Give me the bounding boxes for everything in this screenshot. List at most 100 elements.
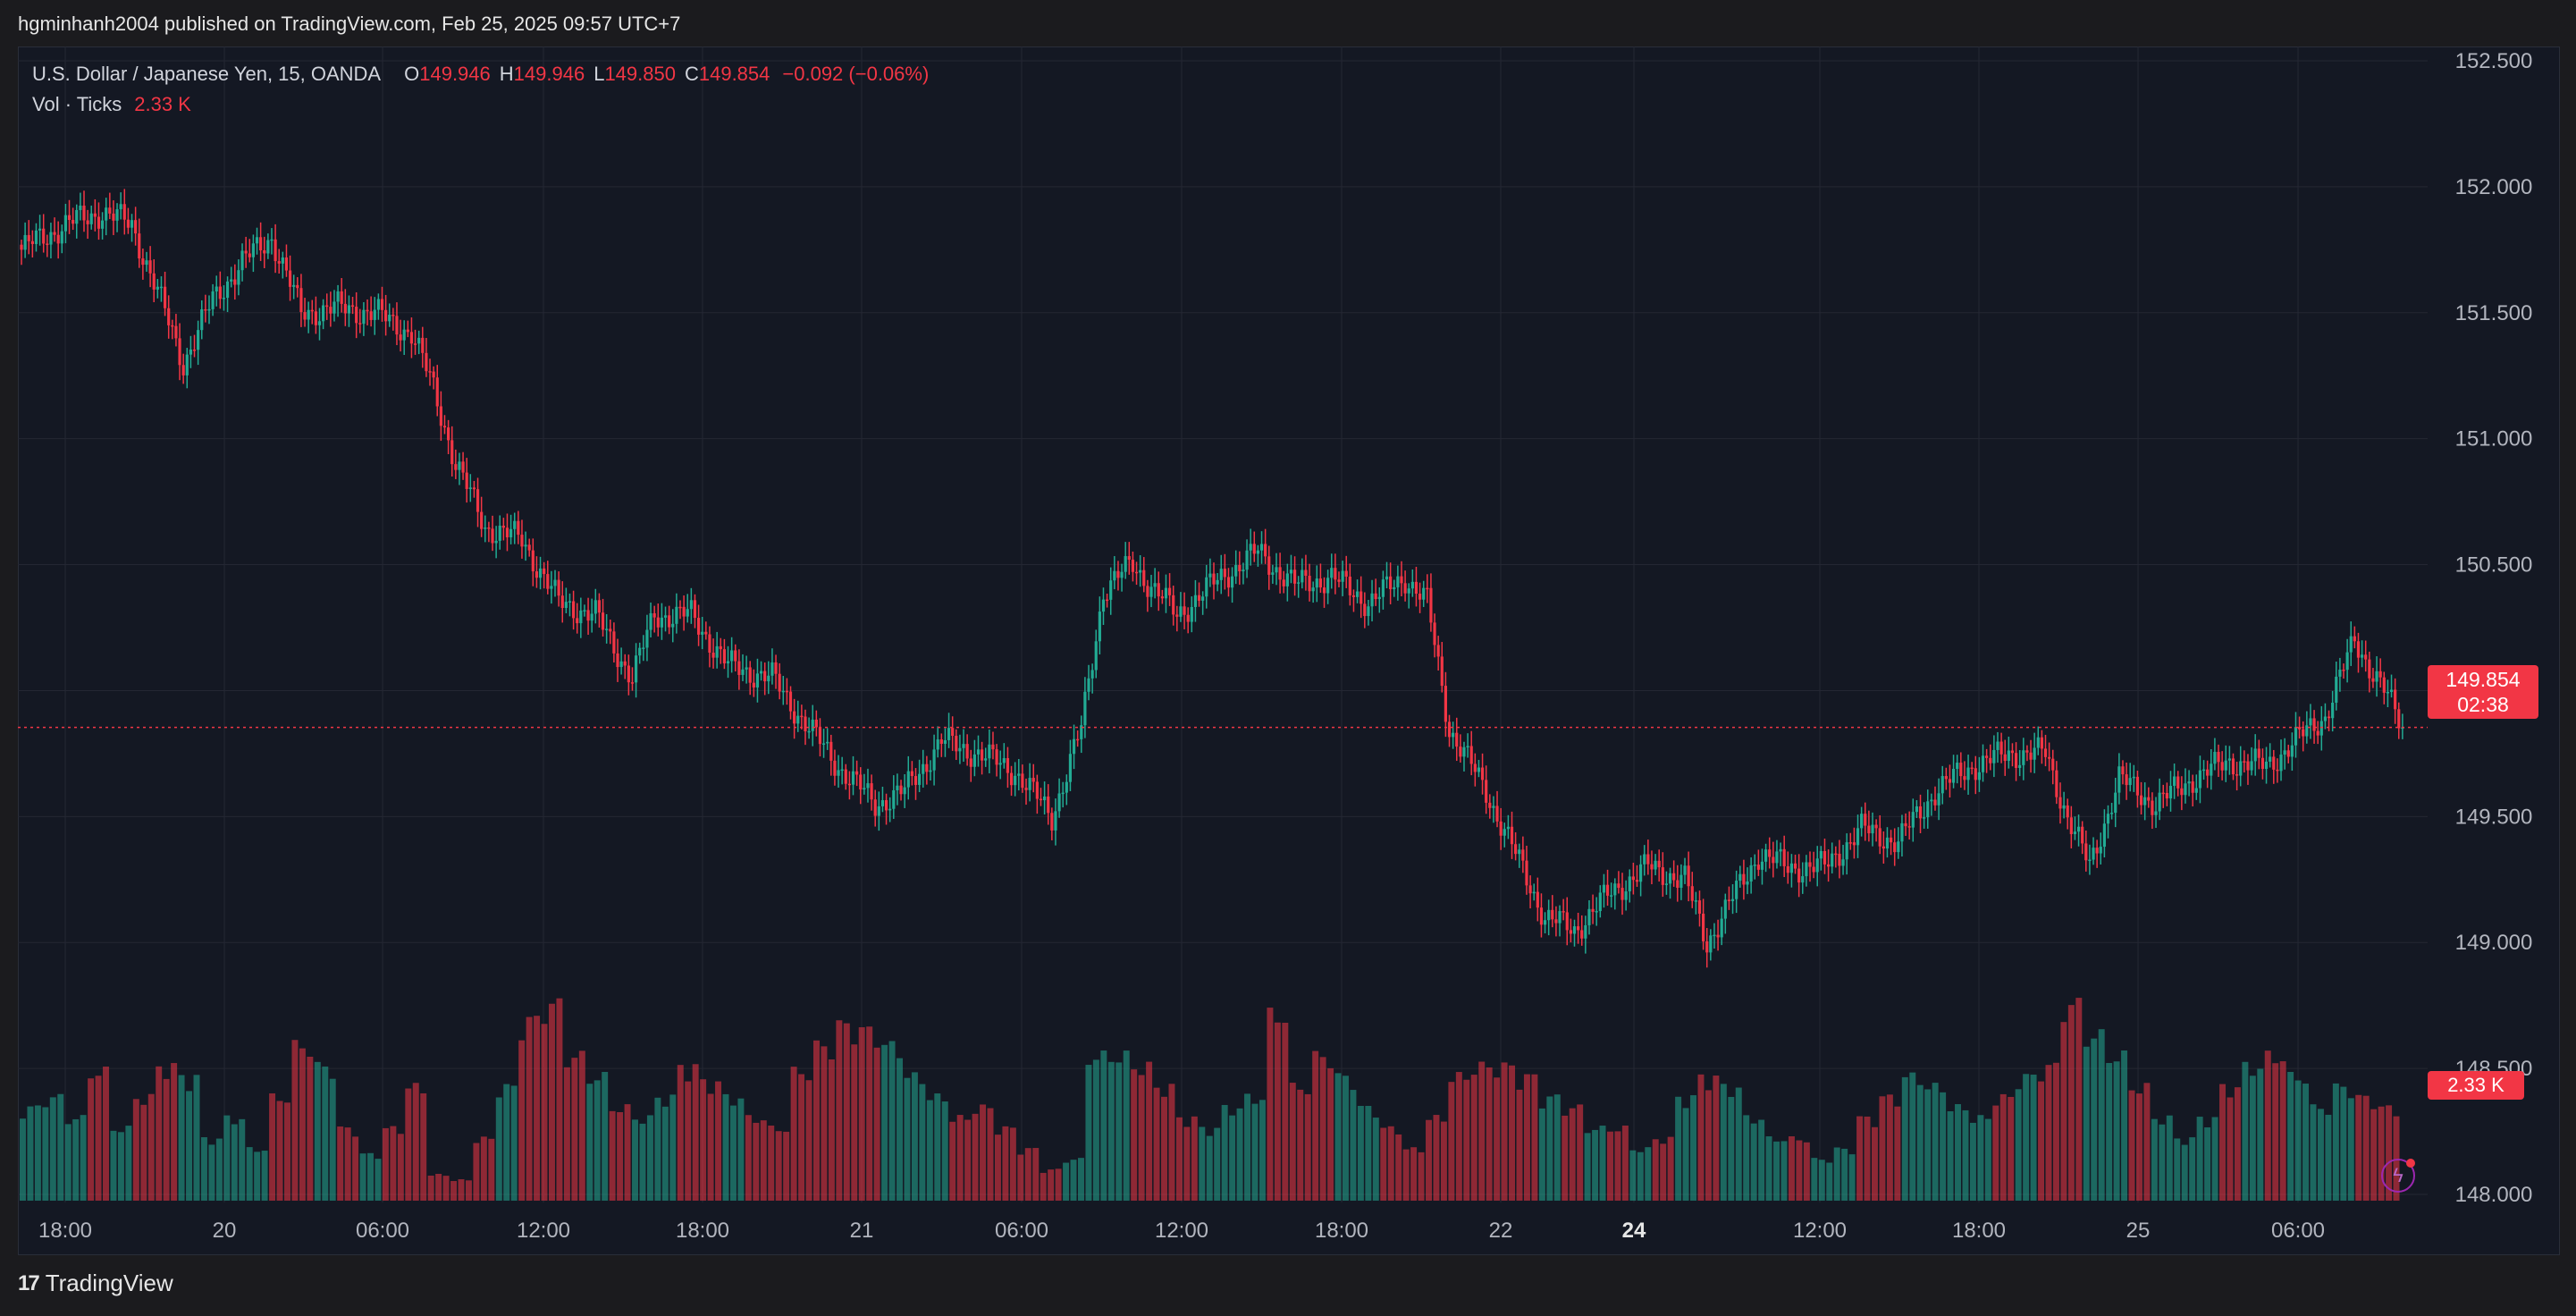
volume-bar: [1214, 1127, 1221, 1201]
volume-bar: [442, 1176, 450, 1201]
volume-bar: [518, 1040, 526, 1201]
candle-body: [1547, 909, 1551, 921]
volume-bar: [49, 1097, 56, 1201]
volume-bar: [1577, 1104, 1584, 1201]
candle-body: [27, 234, 30, 241]
volume-bar: [828, 1059, 835, 1201]
volume-bar: [1138, 1075, 1145, 1201]
candle-body: [1878, 828, 1881, 847]
volume-bar: [866, 1026, 873, 1201]
candle-body: [1186, 614, 1190, 622]
candle-body: [1355, 591, 1360, 597]
candle-body: [1334, 568, 1337, 580]
volume-bar: [1553, 1094, 1561, 1201]
candle-body: [2327, 716, 2331, 719]
candle-body: [619, 661, 623, 668]
price-tick-label: 152.500: [2455, 49, 2533, 73]
volume-bar: [677, 1065, 684, 1201]
volume-bar: [707, 1093, 714, 1201]
volume-bar: [2008, 1096, 2015, 1201]
notification-dot-icon: [2406, 1159, 2415, 1168]
candle-body: [1697, 900, 1702, 914]
volume-bar: [1984, 1118, 1991, 1201]
candle-body: [863, 788, 866, 790]
volume-bar: [1040, 1172, 1047, 1201]
symbol-title[interactable]: U.S. Dollar / Japanese Yen, 15, OANDA: [32, 63, 382, 85]
candle-body: [1190, 606, 1193, 622]
candle-body: [1977, 772, 1981, 780]
candle-body: [1098, 612, 1101, 642]
volume-bar: [2279, 1061, 2286, 1201]
volume-bar: [1206, 1135, 1213, 1201]
candle-body: [1572, 926, 1577, 934]
volume-bar: [27, 1106, 34, 1201]
candle-body: [1249, 544, 1252, 551]
bar-countdown: 02:38: [2457, 693, 2509, 716]
candle-body: [402, 329, 406, 341]
candle-body: [1492, 806, 1495, 808]
volume-bar: [1312, 1050, 1319, 1201]
publisher-line: hgminhanh2004 published on TradingView.c…: [18, 13, 681, 35]
candle-body: [501, 525, 505, 528]
candle-body: [1605, 884, 1610, 896]
volume-bar: [2355, 1094, 2362, 1201]
candle-body: [1179, 606, 1183, 617]
candle-body: [1315, 578, 1318, 588]
volume-bar: [972, 1113, 979, 1201]
candle-body: [2158, 792, 2161, 812]
volume-bar: [299, 1048, 306, 1201]
volume-bar: [427, 1175, 434, 1201]
candle-body: [1797, 868, 1801, 883]
candle-body: [1911, 812, 1915, 828]
candle-body: [2143, 797, 2147, 806]
candle-body: [369, 311, 373, 320]
candle-body: [171, 325, 174, 327]
volume-bar: [2211, 1117, 2218, 1201]
candle-body: [638, 647, 642, 656]
candle-body: [1208, 573, 1212, 578]
volume-bar: [1773, 1141, 1780, 1201]
volume-bar: [2038, 1081, 2045, 1201]
candle-body: [557, 579, 560, 596]
volume-label[interactable]: Vol · Ticks: [32, 93, 122, 115]
chart-panel[interactable]: [18, 46, 2560, 1255]
candle-body: [877, 806, 880, 816]
candle-body: [527, 544, 531, 551]
candle-body: [2360, 654, 2364, 658]
volume-bar: [2249, 1076, 2256, 1201]
candle-body: [1940, 776, 1944, 794]
candle-body: [1930, 799, 1933, 802]
candle-body: [1760, 861, 1764, 870]
candle-body: [1554, 919, 1558, 924]
candle-body: [1374, 593, 1377, 600]
candle-body: [46, 243, 49, 245]
candle-body: [870, 783, 873, 800]
volume-bar: [1886, 1094, 1893, 1201]
volume-bar: [1826, 1162, 1833, 1201]
candle-body: [947, 728, 951, 740]
candle-body: [1436, 645, 1440, 657]
candle-body: [2194, 788, 2198, 793]
candle-body: [1396, 576, 1400, 587]
volume-bar: [1494, 1077, 1501, 1201]
price-axis: 152.500152.000151.500151.000150.500150.0…: [2455, 49, 2533, 1207]
volume-bar: [1478, 1061, 1486, 1201]
time-tick-label: 18:00: [1952, 1219, 2006, 1243]
candle-body: [288, 270, 292, 287]
candle-body: [491, 528, 494, 544]
candle-body: [2206, 769, 2210, 776]
candle-body: [450, 440, 454, 465]
candle-body: [1963, 776, 1966, 780]
volume-bar: [1713, 1076, 1720, 1201]
alert-lightning-icon[interactable]: ϟ: [2381, 1159, 2415, 1193]
candle-body: [981, 749, 984, 761]
candle-body: [1551, 909, 1554, 920]
tradingview-footer[interactable]: 17 TradingView: [18, 1270, 173, 1297]
candle-body: [1613, 883, 1617, 896]
candle-body: [2051, 758, 2055, 771]
candle-body: [72, 219, 75, 224]
volume-bar: [2272, 1063, 2279, 1201]
volume-bar: [1048, 1169, 1055, 1201]
